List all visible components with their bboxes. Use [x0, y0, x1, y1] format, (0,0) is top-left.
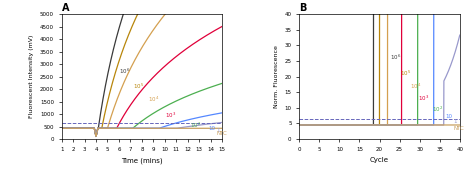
Text: 10: 10 [446, 114, 453, 119]
Text: $10^2$: $10^2$ [190, 120, 201, 130]
Text: $10^4$: $10^4$ [147, 94, 159, 104]
Text: NTC: NTC [454, 126, 465, 131]
Text: $10^6$: $10^6$ [119, 67, 130, 76]
Y-axis label: Fluorescent Intensity (mV): Fluorescent Intensity (mV) [29, 35, 35, 118]
Text: A: A [62, 3, 69, 13]
Text: $10^6$: $10^6$ [390, 53, 401, 62]
Text: B: B [299, 3, 307, 13]
Text: NTC: NTC [217, 131, 227, 136]
Text: $10^4$: $10^4$ [410, 81, 421, 91]
Text: 1: 1 [217, 128, 220, 133]
Text: $10^5$: $10^5$ [400, 69, 410, 78]
Text: $10^3$: $10^3$ [165, 111, 176, 120]
Text: $10^3$: $10^3$ [418, 94, 429, 103]
Text: $10^5$: $10^5$ [133, 82, 144, 91]
Y-axis label: Norm. Fluorescence: Norm. Fluorescence [274, 45, 279, 108]
Text: 10: 10 [209, 126, 215, 131]
X-axis label: Cycle: Cycle [370, 157, 389, 163]
Text: 1: 1 [454, 119, 457, 124]
X-axis label: Time (mins): Time (mins) [121, 157, 163, 164]
Text: $10^2$: $10^2$ [432, 105, 443, 114]
